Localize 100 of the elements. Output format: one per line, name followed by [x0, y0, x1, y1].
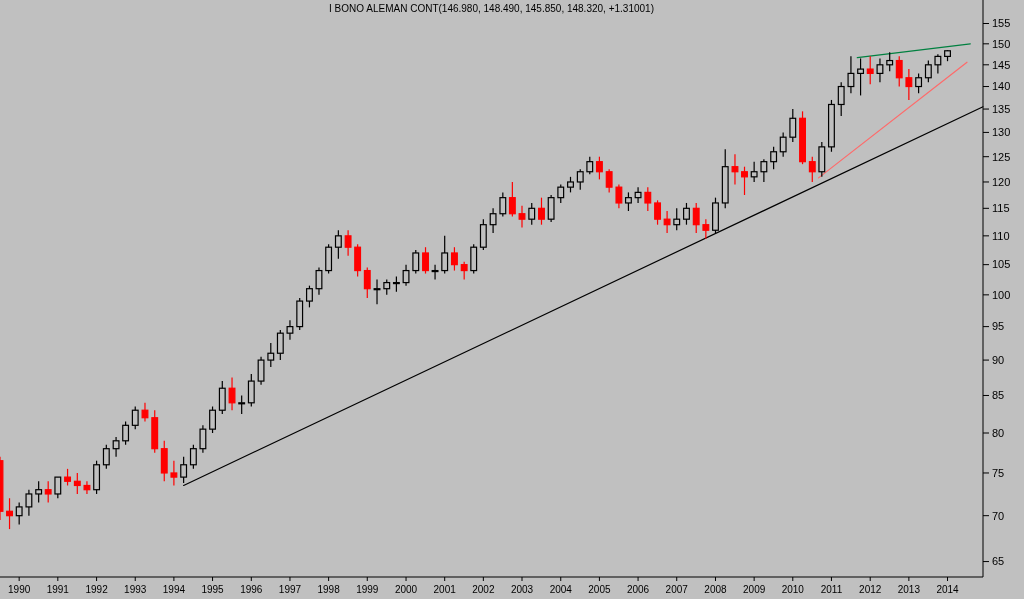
candlestick: [595, 156, 603, 180]
candlestick: [528, 202, 536, 226]
x-tick-label: 2006: [626, 584, 650, 595]
candlestick: [934, 53, 942, 74]
x-tick-label: 1994: [162, 584, 186, 595]
candlestick: [847, 55, 855, 94]
candlestick: [238, 394, 246, 415]
candlestick: [122, 420, 130, 446]
candlestick: [557, 183, 565, 204]
x-tick-label: 2009: [743, 584, 766, 595]
y-tick-label: 130: [992, 126, 1011, 139]
candlestick: [431, 264, 439, 281]
candlestick: [789, 108, 797, 143]
candlestick: [663, 210, 671, 234]
candlestick: [315, 267, 323, 296]
candlestick: [247, 373, 255, 408]
candlestick: [866, 55, 874, 85]
y-tick-label: 125: [992, 150, 1011, 163]
x-tick-label: 1992: [85, 584, 109, 595]
candlestick: [605, 168, 613, 193]
x-tick-label: 2001: [433, 584, 457, 595]
candlestick: [209, 405, 217, 434]
candlestick: [257, 356, 265, 386]
candlestick: [837, 81, 845, 117]
candlestick: [808, 156, 816, 183]
candlestick: [73, 472, 81, 495]
x-tick-label: 2014: [936, 584, 960, 595]
candlestick: [170, 460, 178, 487]
x-tick-label: 1993: [124, 584, 147, 595]
candlestick: [547, 194, 555, 223]
candlestick: [131, 405, 139, 430]
candlestick: [924, 59, 932, 83]
candlestick: [180, 456, 188, 484]
candlestick: [654, 199, 662, 226]
candlestick: [199, 424, 207, 454]
x-tick-label: 2002: [472, 584, 495, 595]
candlestick: [334, 229, 342, 260]
candlestick: [422, 246, 429, 275]
y-tick-label: 75: [992, 466, 1005, 479]
candlestick: [363, 267, 371, 299]
candlestick: [499, 191, 507, 218]
x-tick-label: 1999: [356, 584, 379, 595]
candlestick: [402, 264, 410, 287]
candlestick: [112, 436, 120, 458]
candlestick: [915, 72, 923, 94]
y-tick-label: 105: [992, 258, 1011, 271]
candlestick: [276, 329, 284, 361]
candlestick: [15, 501, 23, 526]
x-tick-label: 2010: [781, 584, 805, 595]
candlestick: [54, 476, 62, 499]
candlestick: [25, 489, 33, 517]
candlestick: [905, 68, 913, 101]
candlestick: [344, 229, 352, 257]
candlestick: [876, 57, 884, 83]
candlestick: [305, 285, 313, 308]
y-tick-label: 110: [992, 229, 1010, 242]
x-tick-label: 1998: [317, 584, 341, 595]
candlestick: [615, 183, 623, 209]
candlestick: [286, 319, 294, 341]
x-tick-label: 1990: [8, 584, 31, 595]
y-tick-label: 140: [992, 80, 1011, 93]
candlestick: [441, 235, 449, 275]
candlestick: [624, 191, 632, 212]
candlestick: [218, 380, 226, 415]
candlestick: [538, 197, 545, 226]
candlestick: [508, 181, 516, 218]
candlestick: [44, 480, 52, 504]
candlestick: [895, 55, 903, 88]
candlestick: [267, 342, 275, 368]
y-tick-label: 65: [992, 555, 1005, 568]
candlestick: [450, 246, 458, 272]
candlestick: [325, 243, 333, 275]
chart-title: I BONO ALEMAN CONT(146.980, 148.490, 145.850, 148.320, +1.31001): [329, 3, 654, 14]
y-tick-label: 100: [992, 288, 1011, 301]
candlestick: [760, 158, 768, 183]
x-tick-label: 2008: [704, 584, 728, 595]
candlestick: [189, 444, 197, 470]
y-tick-label: 135: [992, 102, 1011, 115]
y-tick-label: 115: [992, 202, 1010, 215]
candlestick: [644, 186, 652, 212]
candlestick: [750, 161, 758, 183]
candlestick: [692, 202, 700, 234]
candlestick: [857, 57, 865, 97]
candlestick: [741, 166, 748, 196]
x-tick-label: 2007: [665, 584, 689, 595]
y-tick-label: 70: [992, 509, 1005, 522]
candlestick: [489, 207, 497, 234]
x-tick-label: 1996: [240, 584, 263, 595]
candlestick: [673, 207, 681, 231]
candlestick: [470, 243, 478, 275]
candlestick: [6, 497, 13, 530]
candlestick: [779, 131, 787, 158]
y-tick-label: 85: [992, 389, 1005, 402]
candlestick: [770, 146, 778, 170]
candlestick: [518, 205, 526, 229]
y-tick-label: 80: [992, 426, 1005, 439]
candlestick: [354, 243, 362, 278]
candlestick: [412, 249, 420, 275]
candlestick: [35, 480, 43, 504]
y-tick-label: 90: [992, 353, 1005, 366]
